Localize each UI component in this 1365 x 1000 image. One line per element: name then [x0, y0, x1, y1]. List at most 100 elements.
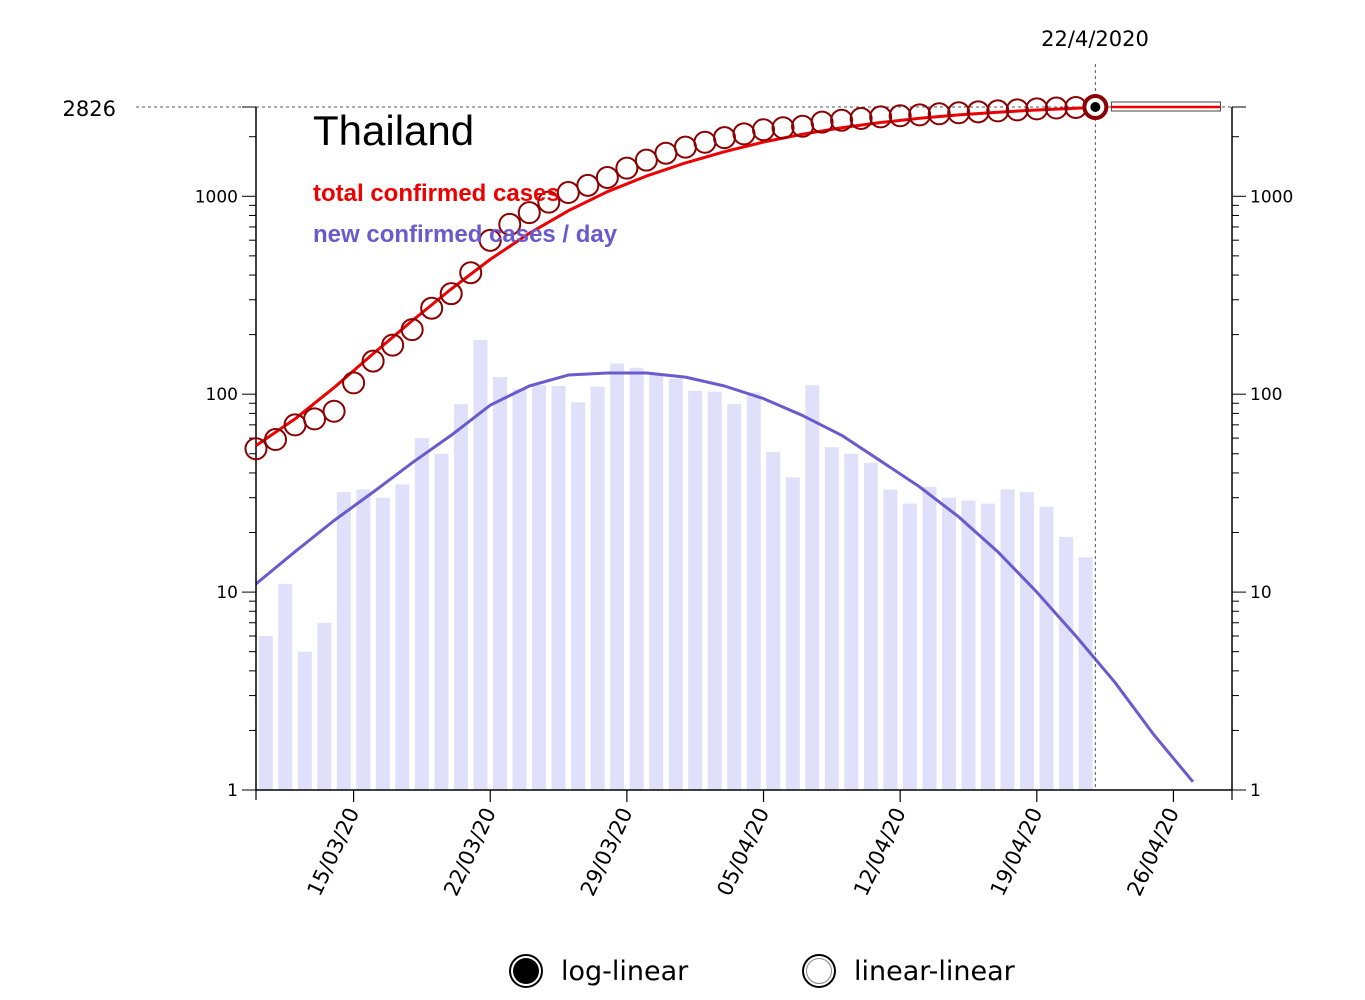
total-cases-point [830, 108, 854, 132]
x-tick-label: 12/04/20 [849, 804, 911, 900]
new-cases-bar [922, 486, 937, 790]
linear-linear-radio[interactable] [802, 954, 836, 988]
new-cases-bar [297, 651, 312, 790]
new-cases-bar [356, 489, 371, 790]
x-tick-label: 22/03/20 [439, 804, 501, 900]
total-cases-point [615, 156, 639, 180]
new-cases-bar [824, 447, 839, 790]
new-cases-bar [1020, 492, 1035, 790]
total-cases-point [888, 104, 912, 128]
total-cases-point [576, 173, 600, 197]
total-cases-trend-line [255, 105, 1096, 447]
left-y-tick-label: 100 [206, 385, 238, 405]
new-cases-bar [649, 373, 664, 790]
new-cases-trend-line [255, 371, 1195, 783]
total-cases-point [654, 141, 678, 165]
total-cases-point [732, 122, 756, 146]
right-y-tick-label: 1 [1250, 781, 1261, 801]
new-cases-bar [981, 503, 995, 790]
total-cases-point [849, 106, 873, 130]
total-cases-point [595, 165, 619, 189]
chart-area: 1 1 10 10 100 100 1000 1000 15/03/20 22/03/20 29/0… [63, 27, 1294, 900]
total-cases-point [478, 228, 502, 252]
total-cases-point [537, 190, 561, 214]
total-cases-point [771, 116, 795, 140]
total-cases-point [400, 318, 424, 342]
new-cases-bar [571, 402, 586, 790]
new-cases-bar [902, 503, 917, 790]
total-cases-point [264, 428, 288, 452]
legend-total-cases: total confirmed cases [313, 180, 560, 207]
marker-value-label: 2826 [63, 97, 116, 121]
new-cases-bar [688, 390, 703, 790]
total-cases-point [966, 100, 990, 124]
new-cases-bar [1000, 489, 1015, 790]
total-cases-point [810, 110, 834, 134]
new-cases-bar [941, 497, 956, 790]
x-tick-label: 15/03/20 [303, 804, 365, 900]
new-cases-bar [805, 385, 820, 790]
log-linear-radio[interactable] [509, 954, 543, 988]
total-cases-point [361, 349, 385, 373]
linear-linear-option[interactable]: linear-linear [802, 954, 1015, 988]
log-linear-option[interactable]: log-linear [509, 954, 688, 988]
left-y-tick-label: 1 [227, 781, 238, 801]
new-cases-bar [590, 386, 605, 790]
total-cases-point [322, 399, 346, 423]
total-cases-point [1025, 97, 1049, 121]
total-cases-point [1005, 98, 1029, 122]
total-cases-trend [255, 101, 1221, 447]
new-cases-bar [1078, 557, 1093, 790]
scale-selector: log-linear linear-linear [0, 948, 1365, 1000]
total-cases-point [927, 102, 951, 126]
new-cases-bar [1039, 506, 1054, 790]
right-y-tick-label: 100 [1250, 385, 1282, 405]
total-cases-point [342, 371, 366, 395]
x-tick-label: 05/04/20 [712, 804, 774, 900]
total-cases-point [459, 261, 483, 285]
new-cases-bar [746, 392, 761, 790]
total-cases-point [303, 407, 327, 431]
new-cases-bar [610, 363, 625, 790]
new-cases-bar [336, 492, 351, 790]
marker-date-label: 22/4/2020 [1041, 27, 1149, 51]
new-cases-bar [961, 500, 976, 790]
new-cases-bars [258, 339, 1093, 790]
new-cases-bar [1059, 536, 1074, 790]
left-y-tick-label: 1000 [195, 187, 238, 207]
new-cases-bar [727, 404, 742, 790]
new-cases-bar [453, 404, 468, 790]
new-cases-bar [551, 386, 566, 790]
log-linear-label: log-linear [561, 955, 689, 987]
total-cases-point [673, 135, 697, 159]
new-cases-bar [844, 453, 859, 790]
x-tick-label: 19/04/20 [986, 804, 1048, 900]
new-cases-bar [317, 622, 332, 790]
total-cases-point [634, 148, 658, 172]
total-cases-point [693, 130, 717, 154]
linear-linear-label: linear-linear [854, 955, 1015, 987]
total-cases-point [986, 99, 1010, 123]
new-cases-bar [473, 339, 488, 790]
x-tick-label: 26/04/20 [1122, 804, 1184, 900]
total-cases-point [439, 282, 463, 306]
total-cases-point [752, 118, 776, 142]
new-cases-bar [629, 367, 644, 790]
total-cases-point [712, 126, 736, 150]
new-cases-bar [668, 378, 683, 790]
left-y-tick-label: 10 [216, 583, 238, 603]
new-cases-bar [707, 391, 722, 790]
chart-title: Thailand [313, 107, 474, 154]
total-cases-point [908, 103, 932, 127]
marker-point-center [1090, 102, 1101, 112]
right-y-tick-label: 10 [1250, 583, 1272, 603]
total-cases-point [420, 296, 444, 320]
new-cases-trend [255, 371, 1195, 783]
total-cases-point [381, 333, 405, 357]
new-cases-bar [863, 462, 878, 790]
new-cases-bar [785, 477, 800, 790]
new-cases-bar [258, 636, 273, 790]
new-cases-bar [434, 453, 449, 790]
new-cases-bar [375, 497, 390, 790]
marker-guides [136, 64, 1232, 790]
